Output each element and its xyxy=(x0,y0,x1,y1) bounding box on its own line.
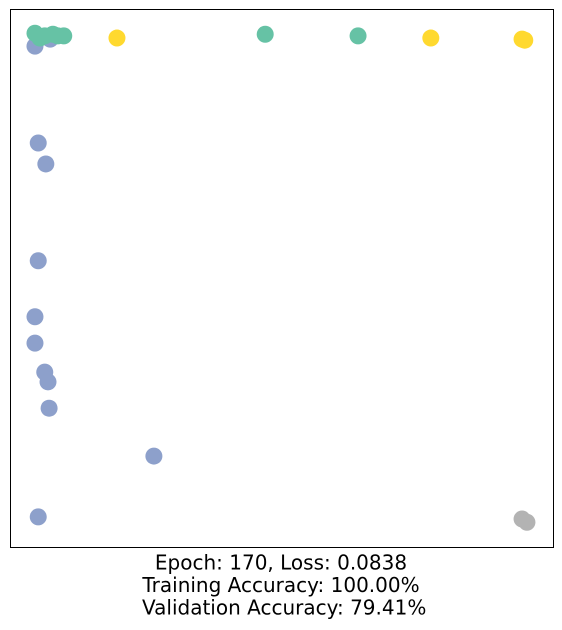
point xyxy=(516,31,534,49)
point xyxy=(29,252,47,270)
point xyxy=(29,508,47,526)
point xyxy=(29,134,47,152)
point xyxy=(39,373,57,391)
point xyxy=(37,155,55,173)
point xyxy=(145,447,163,465)
point xyxy=(422,29,440,47)
point xyxy=(26,334,44,352)
point xyxy=(108,29,126,47)
plot-frame xyxy=(10,9,554,548)
x-axis-label: Epoch: 170, Loss: 0.0838 xyxy=(155,551,407,575)
x-axis-label: Training Accuracy: 100.00% xyxy=(141,573,419,597)
point xyxy=(518,513,536,531)
point xyxy=(55,27,73,45)
point xyxy=(40,399,58,417)
x-axis-label: Validation Accuracy: 79.41% xyxy=(136,596,427,620)
point xyxy=(26,308,44,326)
point xyxy=(36,27,54,45)
point xyxy=(256,25,274,43)
point xyxy=(349,27,367,45)
